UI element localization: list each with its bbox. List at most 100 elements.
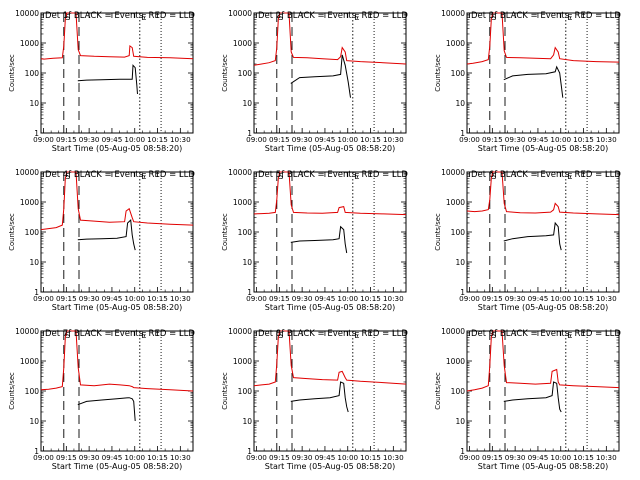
x-tick-label: 09:00 xyxy=(459,294,480,303)
marker-label-e: E xyxy=(354,331,359,340)
y-tick-label: 10 xyxy=(29,99,39,108)
marker-label-e: E xyxy=(567,13,572,22)
series-lld-line xyxy=(466,171,620,216)
x-axis-label: Start Time (05-Aug-05 08:58:20) xyxy=(52,462,183,471)
panel-det-2: 1 10 100 1000 10000 09:00 09:15 09:30 09:45 10:00… xyxy=(221,9,408,153)
series-events-line xyxy=(290,54,351,98)
x-tick-label: 09:45 xyxy=(102,294,123,303)
y-tick-label: 100 xyxy=(238,387,253,396)
y-tick-label: 10 xyxy=(29,417,39,426)
y-tick-label: 100 xyxy=(238,228,253,237)
x-tick-label: 09:45 xyxy=(315,294,336,303)
x-axis-label: Start Time (05-Aug-05 08:58:20) xyxy=(478,303,609,312)
x-tick-label: 10:00 xyxy=(337,453,358,462)
x-tick-label: 10:30 xyxy=(596,453,617,462)
marker-label-s: S xyxy=(491,331,496,340)
x-tick-label: 10:00 xyxy=(337,294,358,303)
x-tick-label: 10:00 xyxy=(550,135,571,144)
marker-label-s: S xyxy=(491,172,496,181)
series-lld-line xyxy=(40,12,194,60)
x-tick-label: 09:15 xyxy=(56,135,77,144)
y-tick-label: 1 xyxy=(247,447,252,456)
y-tick-label: 1000 xyxy=(20,357,39,366)
x-tick-label: 09:15 xyxy=(269,135,290,144)
y-tick-label: 10000 xyxy=(15,9,39,18)
marker-label-e: E xyxy=(354,172,359,181)
x-tick-label: 10:15 xyxy=(147,135,168,144)
y-tick-label: 10000 xyxy=(15,168,39,177)
marker-label-e: E xyxy=(141,172,146,181)
marker-label-s: S xyxy=(65,172,70,181)
y-tick-label: 1000 xyxy=(20,198,39,207)
x-tick-label: 09:00 xyxy=(246,135,267,144)
panel-det-3: 1 10 100 1000 10000 09:00 09:15 09:30 09:45 10:00… xyxy=(434,9,621,153)
y-tick-label: 10000 xyxy=(228,9,252,18)
panel-title: Det 1f BLACK = Events, RED = LLD xyxy=(45,11,195,21)
series-events-line xyxy=(290,225,348,254)
y-tick-label: 1 xyxy=(247,129,252,138)
x-tick-label: 09:00 xyxy=(459,135,480,144)
x-tick-label: 10:00 xyxy=(337,135,358,144)
y-tick-label: 1000 xyxy=(233,39,252,48)
x-tick-label: 09:00 xyxy=(33,135,54,144)
panel-det-8: 1 10 100 1000 10000 09:00 09:15 09:30 09:45 10:00… xyxy=(221,327,408,471)
x-tick-label: 09:30 xyxy=(292,135,313,144)
marker-label-s: S xyxy=(65,13,70,22)
panel-title: Det 9f BLACK = Events, RED = LLD xyxy=(471,329,621,339)
x-tick-label: 09:30 xyxy=(505,135,526,144)
x-tick-label: 10:15 xyxy=(360,453,381,462)
x-tick-label: 09:15 xyxy=(56,453,77,462)
x-tick-label: 10:00 xyxy=(124,453,145,462)
y-axis-label: Counts/sec xyxy=(221,372,229,410)
y-tick-label: 1000 xyxy=(446,198,465,207)
x-tick-label: 09:15 xyxy=(482,135,503,144)
y-tick-label: 100 xyxy=(238,69,253,78)
x-tick-label: 10:15 xyxy=(360,294,381,303)
x-tick-label: 09:30 xyxy=(505,453,526,462)
x-tick-label: 09:15 xyxy=(482,294,503,303)
x-tick-label: 10:30 xyxy=(170,135,191,144)
y-tick-label: 10000 xyxy=(441,327,465,336)
panel-title: Det 8f BLACK = Events, RED = LLD xyxy=(258,329,408,339)
y-tick-label: 10000 xyxy=(441,9,465,18)
y-axis-label: Counts/sec xyxy=(434,213,442,251)
marker-label-e: E xyxy=(354,13,359,22)
series-lld-line xyxy=(253,330,407,387)
marker-label-s: S xyxy=(491,13,496,22)
x-tick-label: 09:30 xyxy=(79,135,100,144)
marker-label-e: E xyxy=(141,13,146,22)
x-tick-label: 09:00 xyxy=(33,453,54,462)
panel-det-9: 1 10 100 1000 10000 09:00 09:15 09:30 09:45 10:00… xyxy=(434,327,621,471)
y-tick-label: 1 xyxy=(34,447,39,456)
y-tick-label: 10 xyxy=(242,258,252,267)
marker-label-s: S xyxy=(278,13,283,22)
y-tick-label: 10 xyxy=(242,417,252,426)
panel-title: Det 3f BLACK = Events, RED = LLD xyxy=(471,11,621,21)
panel-det-1: 1 10 100 1000 10000 09:00 09:15 09:30 09:45 10:00… xyxy=(8,9,195,153)
y-tick-label: 1 xyxy=(460,447,465,456)
panel-det-4: 1 10 100 1000 10000 09:00 09:15 09:30 09:45 10:00… xyxy=(8,168,195,312)
x-tick-label: 09:30 xyxy=(505,294,526,303)
x-axis-label: Start Time (05-Aug-05 08:58:20) xyxy=(265,144,396,153)
marker-label-e: E xyxy=(567,331,572,340)
x-tick-label: 10:30 xyxy=(596,135,617,144)
y-tick-label: 1 xyxy=(247,288,252,297)
series-lld-line xyxy=(40,171,194,231)
x-tick-label: 10:30 xyxy=(383,135,404,144)
x-tick-label: 10:15 xyxy=(573,135,594,144)
y-tick-label: 10 xyxy=(455,258,465,267)
x-tick-label: 09:00 xyxy=(33,294,54,303)
x-axis-label: Start Time (05-Aug-05 08:58:20) xyxy=(52,303,183,312)
panel-title: Det 7f BLACK = Events, RED = LLD xyxy=(45,329,195,339)
y-tick-label: 100 xyxy=(25,69,40,78)
x-axis-label: Start Time (05-Aug-05 08:58:20) xyxy=(265,303,396,312)
y-tick-label: 1000 xyxy=(446,357,465,366)
x-tick-label: 10:15 xyxy=(573,294,594,303)
panel-title: Det 5f BLACK = Events, RED = LLD xyxy=(258,170,408,180)
x-axis-label: Start Time (05-Aug-05 08:58:20) xyxy=(478,462,609,471)
x-tick-label: 10:00 xyxy=(124,294,145,303)
y-tick-label: 100 xyxy=(25,228,40,237)
x-tick-label: 09:15 xyxy=(269,453,290,462)
y-tick-label: 10 xyxy=(455,99,465,108)
